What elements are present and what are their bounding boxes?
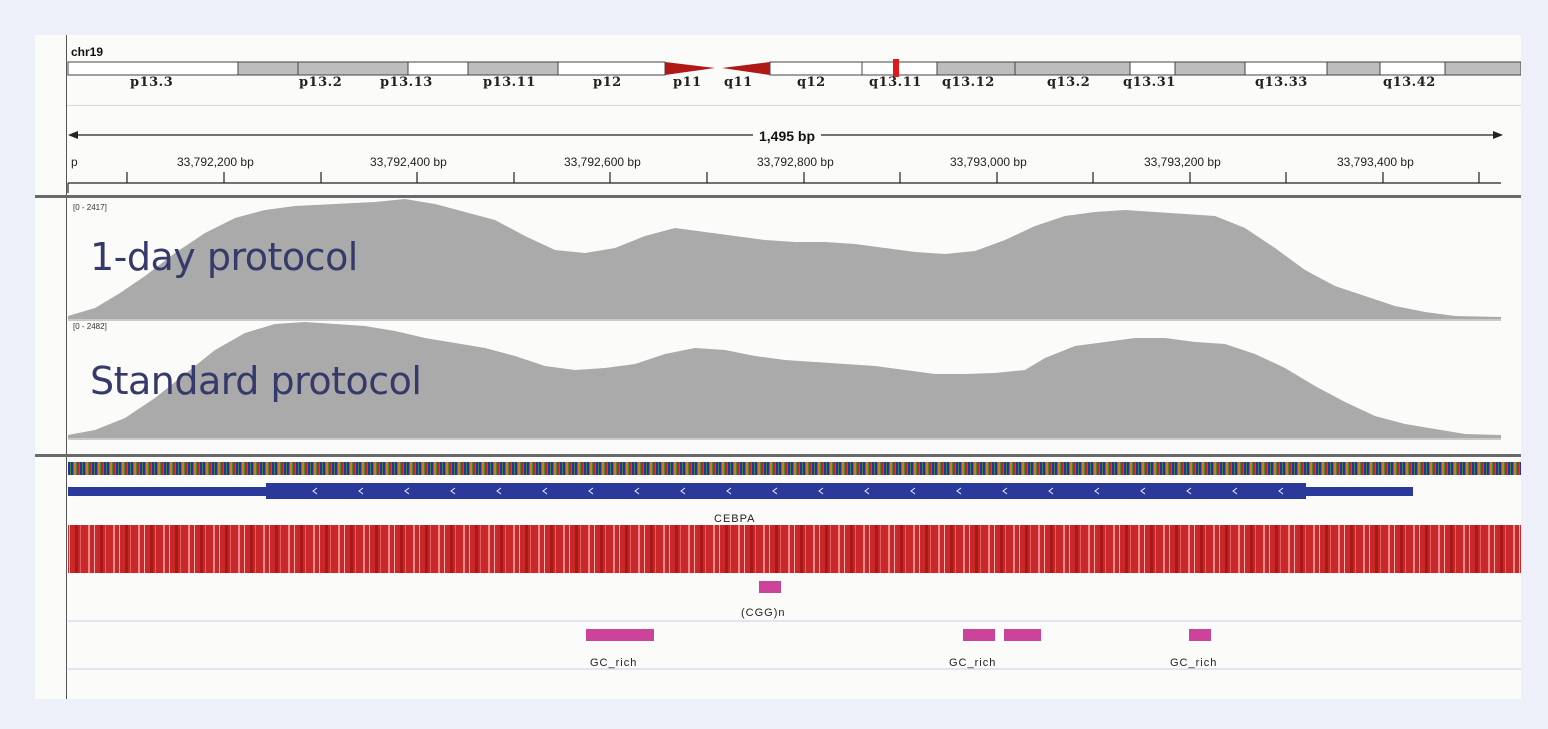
genome-browser-panel: chr19 (35, 35, 1521, 699)
coverage-track-1-day (68, 199, 1501, 319)
band-q13.42 (1379, 61, 1446, 76)
band-label: p12 (593, 75, 622, 90)
repeat-feature (759, 581, 781, 593)
band-label: q12 (797, 75, 826, 90)
ruler-tick-label: 33,792,400 bp (370, 155, 447, 169)
band-gray-5 (1444, 61, 1521, 76)
ruler-tick-label: 33,792,600 bp (564, 155, 641, 169)
gc-rich-label: GC_rich (949, 657, 997, 669)
track-title-1-day: 1-day protocol (90, 235, 358, 279)
ruler-tick-label: 33,792,800 bp (757, 155, 834, 169)
band-p13.11-gray (467, 61, 559, 76)
track-range-label: [0 - 2417] (73, 203, 107, 212)
gene-thin-left (68, 487, 268, 496)
gc-rich-label: GC_rich (590, 657, 638, 669)
coverage-track-standard (68, 322, 1501, 438)
gene-thin-right (1305, 487, 1413, 496)
ruler-tick-label: 33,793,200 bp (1144, 155, 1221, 169)
band-label: p13.2 (299, 75, 343, 90)
span-label: 1,495 bp (753, 128, 822, 144)
ruler-right-arrow (1493, 131, 1503, 139)
band-label: q13.31 (1123, 75, 1176, 90)
band-label: p11 (673, 75, 702, 90)
data-panel-divider (35, 195, 1521, 198)
band-p13.13 (407, 61, 469, 76)
band-p13.2 (297, 61, 409, 76)
ruler-start-label: p (71, 155, 78, 169)
gc-rich-feature (1004, 629, 1041, 641)
feature-tracks[interactable] (35, 455, 1521, 699)
conservation-track (68, 525, 1521, 573)
sequence-track (68, 462, 1521, 475)
gc-rich-feature (1189, 629, 1211, 641)
gene-label: CEBPA (714, 513, 756, 525)
gc-rich-feature (963, 629, 995, 641)
figure-frame: chr19 (6, 6, 1539, 719)
centromere-p (665, 62, 715, 75)
band-gray-3 (1174, 61, 1246, 76)
band-q13.33 (1244, 61, 1328, 76)
band-label: q13.42 (1383, 75, 1436, 90)
band-label: q11 (724, 75, 753, 90)
band-label: q13.12 (942, 75, 995, 90)
ruler-tick-label: 33,793,000 bp (950, 155, 1027, 169)
band-p13.3 (67, 61, 239, 76)
track-range-label: [0 - 2482] (73, 322, 107, 331)
gene-body (266, 483, 1306, 499)
chromosome-ideogram[interactable] (35, 35, 1521, 95)
gc-rich-label: GC_rich (1170, 657, 1218, 669)
band-gray-2 (1014, 61, 1131, 76)
repeat-label: (CGG)n (741, 607, 786, 619)
ruler-tick-label: 33,793,400 bp (1337, 155, 1414, 169)
band-p12 (557, 61, 666, 76)
current-region-marker (893, 59, 899, 77)
band-label: q13.11 (869, 75, 922, 90)
coverage-tracks[interactable] (35, 198, 1521, 448)
band-label: q13.33 (1255, 75, 1308, 90)
band-label: p13.13 (380, 75, 433, 90)
band-gray-4 (1326, 61, 1381, 76)
ruler-tick-label: 33,792,200 bp (177, 155, 254, 169)
ruler-left-arrow (68, 131, 78, 139)
band-q13.11 (861, 61, 938, 76)
band-label: q13.2 (1047, 75, 1091, 90)
band-label: p13.11 (483, 75, 536, 90)
feature-panel-divider (35, 454, 1521, 457)
band-q12 (769, 61, 863, 76)
panel-left-border (66, 35, 67, 699)
chromosome-name: chr19 (71, 45, 104, 59)
ideogram-divider (67, 105, 1521, 106)
track-title-standard: Standard protocol (90, 359, 422, 403)
gc-rich-feature (586, 629, 654, 641)
centromere-q (722, 62, 770, 75)
band-q13.12 (936, 61, 1016, 76)
band-q13.31 (1129, 61, 1176, 76)
band-label: p13.3 (130, 75, 174, 90)
band-gray-1 (237, 61, 299, 76)
